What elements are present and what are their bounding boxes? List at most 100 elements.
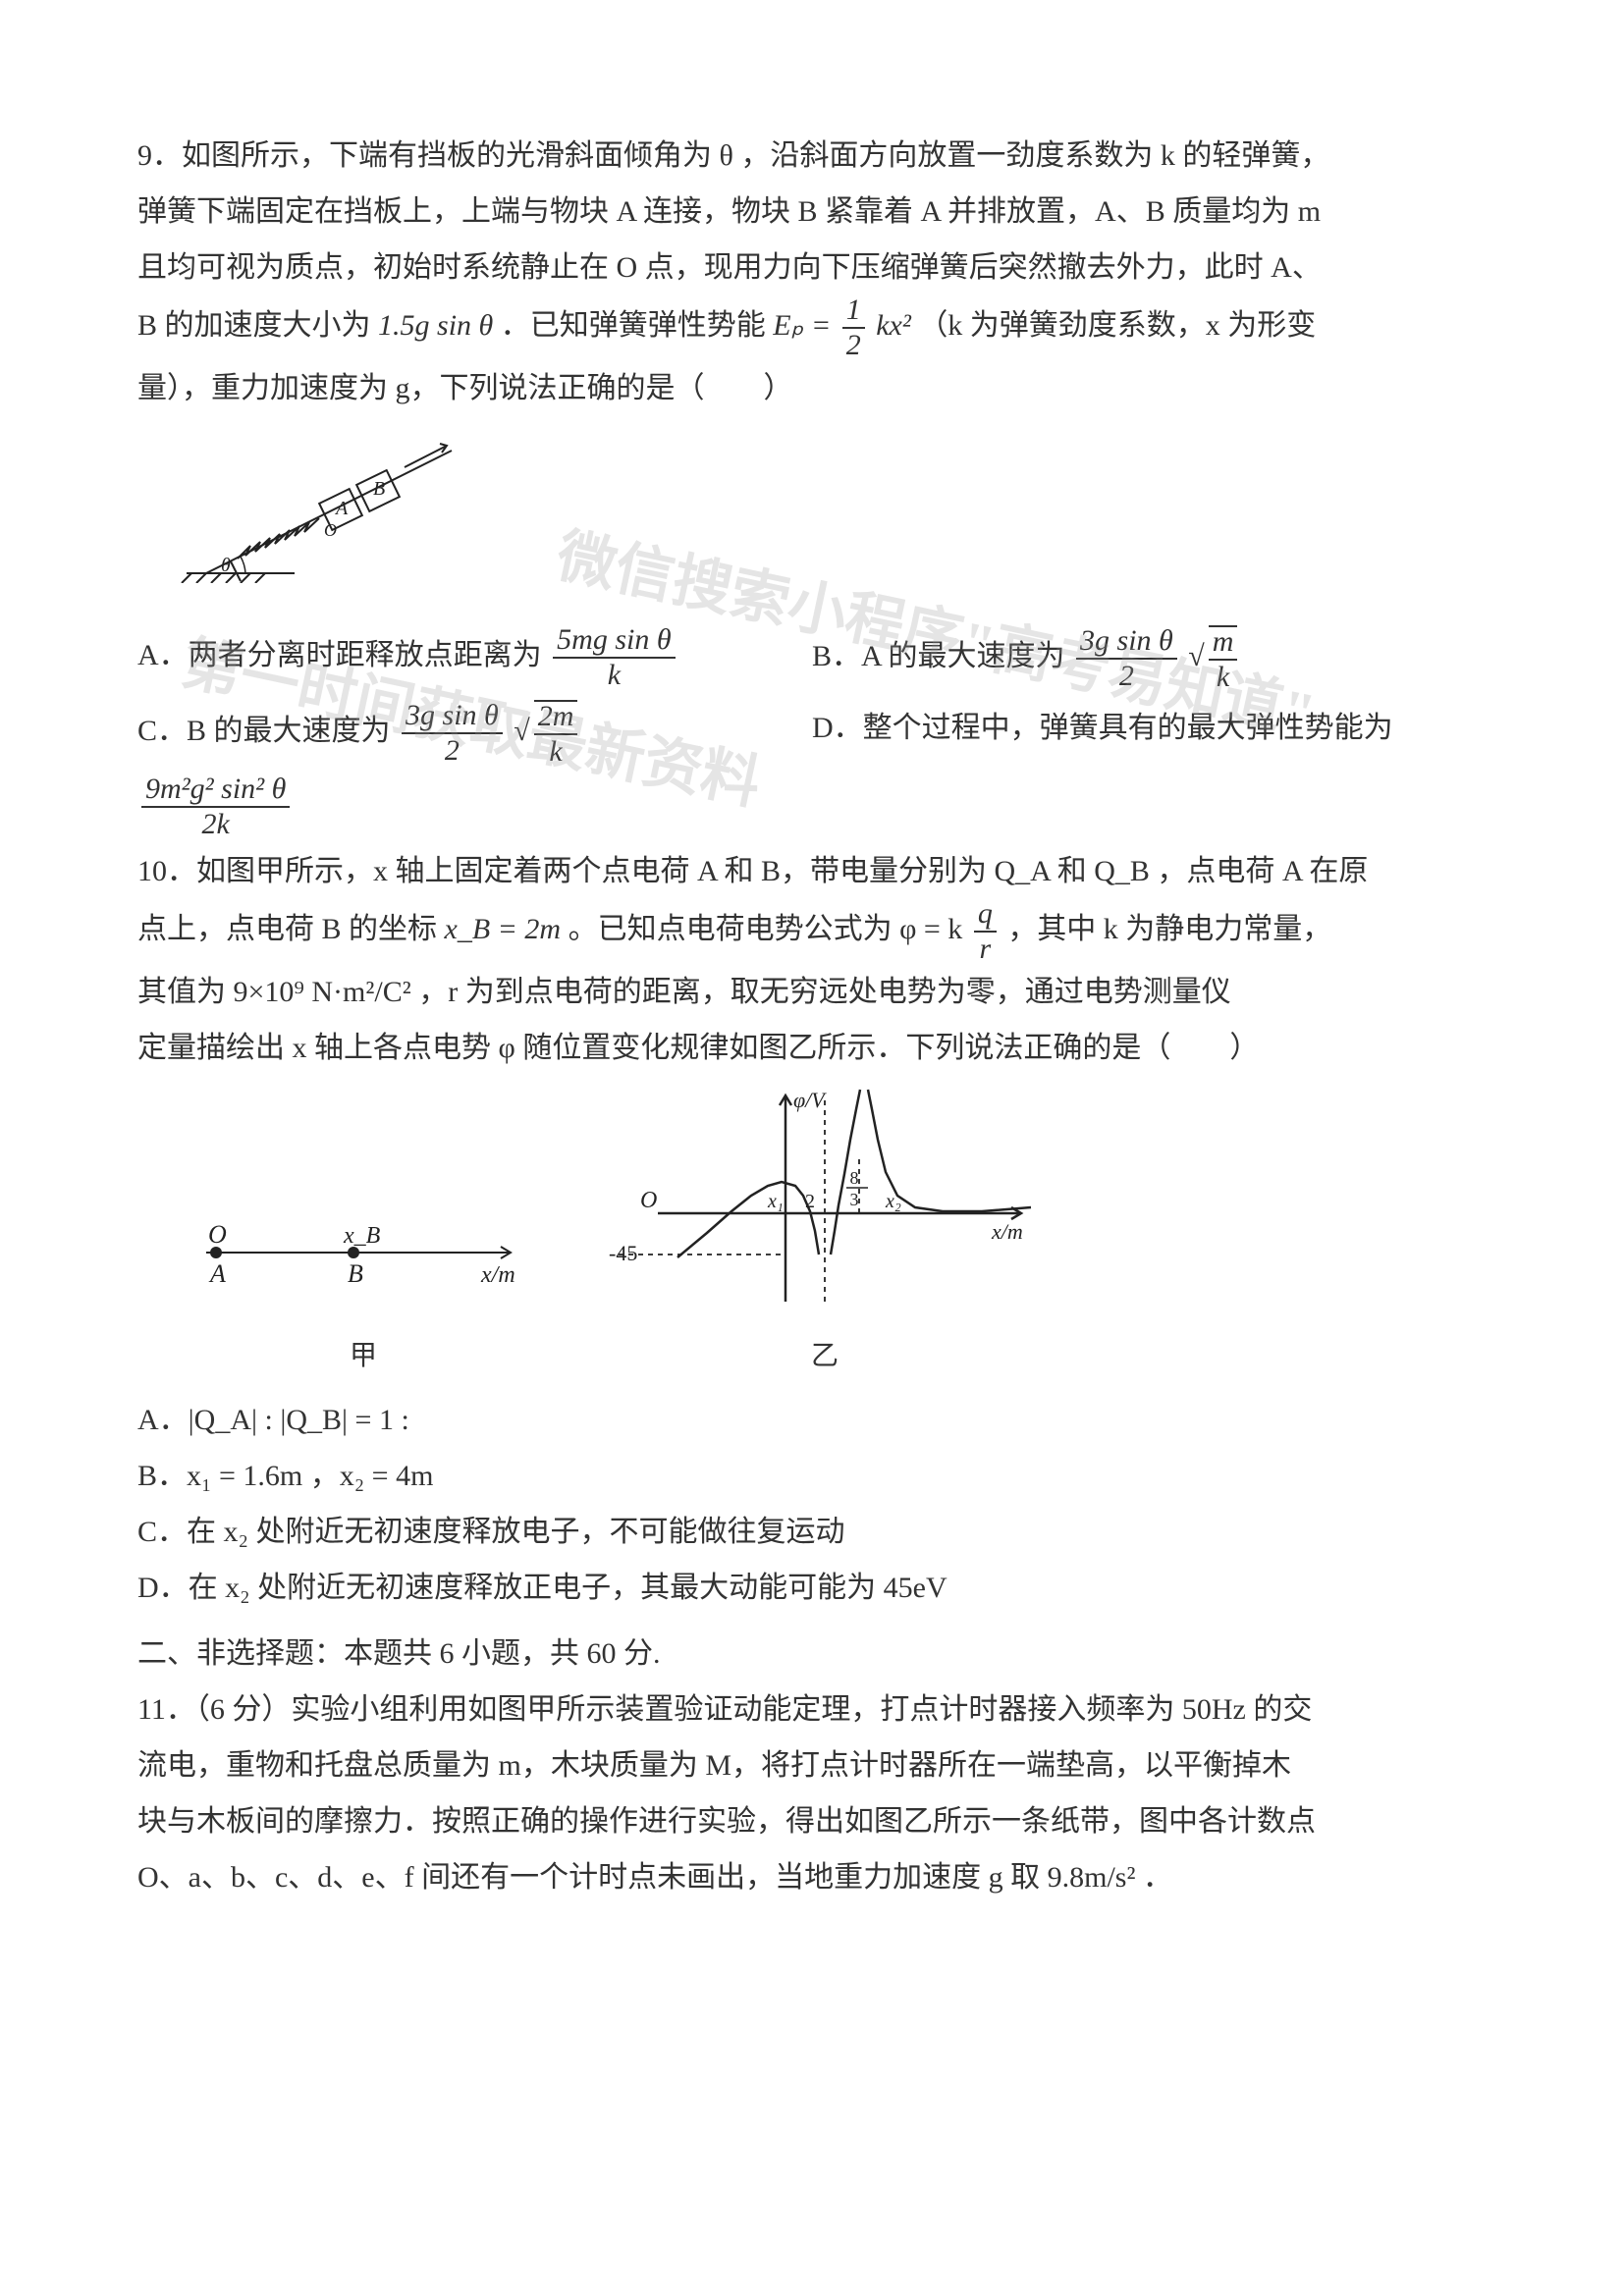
svg-text:A: A [334,498,349,519]
q11-l4a: O、a、b、c、d、e、f 间还有一个计时点未画出，当地重力加速度 g 取 [137,1861,1040,1894]
q10-l2b: 。已知点电荷电势公式为 φ = k [568,913,963,945]
svg-text:x/m: x/m [991,1219,1023,1244]
q10-l3b: ，r 为到点电荷的距离，取无穷远处电势为零，通过电势测量仪 [418,976,1231,1008]
svg-text:θ: θ [221,555,231,576]
svg-text:O: O [324,520,337,540]
q9-optA-frac: 5mg sin θ k [553,625,675,690]
q9-accel: 1.5g sin θ [378,309,493,342]
frac-num: 9m²g² sin² θ [141,774,290,808]
q9-line-3: 且均可视为质点，初始时系统静止在 O 点，现用力向下压缩弹簧后突然撤去外力，此时… [137,240,1487,295]
q9-ep-frac: 1 2 [842,295,865,360]
q10-l1: 如图甲所示，x 轴上固定着两个点电荷 A 和 B，带电量分别为 Q_A 和 Q_… [196,855,1368,887]
svg-text:-45: -45 [609,1241,637,1265]
frac-den: r [974,933,997,964]
q9-optC-sqrt: 2m k [534,700,578,767]
frac-den: 2k [141,808,290,839]
q9-optD-frac: 9m²g² sin² θ 2k [141,774,290,839]
q10-l2a: 点上，点电荷 B 的坐标 [137,913,445,945]
q10-xb: x_B = 2m [445,913,562,945]
q9-opt-B: B．A 的最大速度为 3g sin θ 2 √ m k [812,621,1487,696]
q10-fig-left-xaxis: x/m [480,1262,515,1288]
q10-fig-left: O x_B A B x/m 甲 [157,1194,569,1382]
q9-opt-D: D．整个过程中，弹簧具有的最大弹性势能为 [812,696,1487,771]
q9-l1: 如图所示，下端有挡板的光滑斜面倾角为 θ ，沿斜面方向放置一劲度系数为 k 的轻… [182,139,1329,172]
frac-num: 3g sin θ [402,701,503,734]
q9-optC-pre: C．B 的最大速度为 [137,715,391,747]
q9-line-1: 9．如图所示，下端有挡板的光滑斜面倾角为 θ ，沿斜面方向放置一劲度系数为 k … [137,128,1487,184]
q10-opt-B: B．x₁ = 1.6m ，x₂ = 4m [137,1448,1487,1504]
q10-l3a: 其值为 [137,976,226,1008]
frac-den: 2 [842,329,865,360]
frac-den: k [553,659,675,690]
q10-number: 10． [137,855,196,887]
q10-opt-A: A．|Q_A| : |Q_B| = 1 : [137,1392,1487,1448]
q9-line-2: 弹簧下端固定在挡板上，上端与物块 A 连接，物块 B 紧靠着 A 并排放置，A、… [137,184,1487,240]
q10-phi-frac: q r [974,899,997,964]
q11-l1: （6 分）实验小组利用如图甲所示装置验证动能定理，打点计时器接入频率为 50Hz… [195,1693,1312,1726]
q10-fig-right: φ/V x/m Ox₁ 2 8 3 x₂ -45 乙 [569,1086,1080,1382]
q9-line-5: 量），重力加速度为 g，下列说法正确的是（ ） [137,360,1487,416]
q9-number: 9． [137,139,182,172]
frac-num: m [1209,627,1238,661]
sqrt-icon: √ [1188,640,1204,672]
frac-den: 2 [1076,660,1177,691]
q10-fig-right-label: 乙 [569,1330,1080,1382]
frac-num: 5mg sin θ [553,625,675,659]
q10-optA-text: A．|Q_A| : |Q_B| = 1 : [137,1404,409,1436]
q9-optB-sqrt: m k [1209,625,1238,692]
svg-text:8: 8 [850,1168,859,1188]
svg-text:B: B [373,478,385,500]
q9-options: A．两者分离时距释放点距离为 5mg sin θ k B．A 的最大速度为 3g… [137,621,1487,843]
q10-line-1: 10．如图甲所示，x 轴上固定着两个点电荷 A 和 B，带电量分别为 Q_A 和… [137,843,1487,899]
q9-optD-text: D．整个过程中，弹簧具有的最大弹性势能为 [812,712,1393,744]
q10-opt-D: D．在 x₂ 处附近无初速度释放正电子，其最大动能可能为 45eV [137,1560,1487,1616]
frac-num: 1 [842,295,865,329]
frac-num: 3g sin θ [1076,626,1177,660]
q10-fig-left-label: 甲 [157,1330,569,1382]
q10-line-3: 其值为 9×10⁹ N·m²/C² ，r 为到点电荷的距离，取无穷远处电势为零，… [137,964,1487,1020]
sqrt-icon: √ [514,715,529,747]
q9-ep-rhs: kx² [876,309,911,342]
q11-l4b: ． [1143,1861,1172,1894]
q10-opt-C: C．在 x₂ 处附近无初速度释放电子，不可能做往复运动 [137,1504,1487,1560]
q9-opt-A: A．两者分离时距释放点距离为 5mg sin θ k [137,621,812,696]
q10-optB-text: B．x₁ = 1.6m ，x₂ = 4m [137,1460,433,1492]
q11-line-2: 流电，重物和托盘总质量为 m，木块质量为 M，将打点计时器所在一端垫高，以平衡掉… [137,1737,1487,1793]
svg-text:φ/V: φ/V [793,1088,827,1112]
q11-line-1: 11．（6 分）实验小组利用如图甲所示装置验证动能定理，打点计时器接入频率为 5… [137,1682,1487,1737]
q10-line-4: 定量描绘出 x 轴上各点电势 φ 随位置变化规律如图乙所示．下列说法正确的是（ … [137,1020,1487,1076]
q10-figures: O x_B A B x/m 甲 φ/V x/m Ox₁ 2 8 3 x₂ -45 乙 [157,1086,1487,1382]
frac-den: k [1209,661,1238,692]
q10-fig-left-A: A [208,1259,226,1288]
section-2-title: 二、非选择题：本题共 6 小题，共 60 分. [137,1626,1487,1682]
svg-text:O: O [640,1188,657,1213]
q10-fig-left-O: O [208,1220,227,1249]
q11-gval: 9.8m/s² [1048,1861,1136,1894]
q9-line-4: B 的加速度大小为 1.5g sin θ ．已知弹簧弹性势能 Eₚ = 1 2 … [137,295,1487,360]
frac-num: 2m [534,702,578,735]
q9-optC-frac: 3g sin θ 2 [402,701,503,766]
q9-opt-D-expr: 9m²g² sin² θ 2k [137,771,1487,843]
q11-line-3: 块与木板间的摩擦力．按照正确的操作进行实验，得出如图乙所示一条纸带，图中各计数点 [137,1793,1487,1849]
q10-l2c: ，其中 k 为静电力常量， [1007,913,1331,945]
svg-text:x₁: x₁ [767,1191,784,1212]
svg-text:2: 2 [805,1191,815,1212]
svg-text:3: 3 [850,1190,859,1209]
q9-l4a: B 的加速度大小为 [137,309,371,342]
q11-number: 11． [137,1693,195,1726]
q9-l4b: ．已知弹簧弹性势能 [501,309,774,342]
frac-num: q [974,899,997,933]
q9-opt-C: C．B 的最大速度为 3g sin θ 2 √ 2m k [137,696,812,771]
q9-l4c: （k 为弹簧劲度系数，x 为形变 [918,309,1316,342]
q9-diagram: A B O θ [177,426,1487,602]
q10-fig-left-B: B [348,1259,363,1288]
q9-ep-lhs: Eₚ = [773,309,831,342]
q10-line-2: 点上，点电荷 B 的坐标 x_B = 2m 。已知点电荷电势公式为 φ = k … [137,899,1487,964]
frac-den: 2 [402,734,503,766]
q10-kval: 9×10⁹ N·m²/C² [234,976,411,1008]
q9-optA-pre: A．两者分离时距释放点距离为 [137,639,542,671]
q10-fig-left-xB: x_B [343,1223,381,1249]
svg-text:x₂: x₂ [885,1191,901,1212]
frac-den: k [534,735,578,767]
q11-line-4: O、a、b、c、d、e、f 间还有一个计时点未画出，当地重力加速度 g 取 9.… [137,1849,1487,1905]
